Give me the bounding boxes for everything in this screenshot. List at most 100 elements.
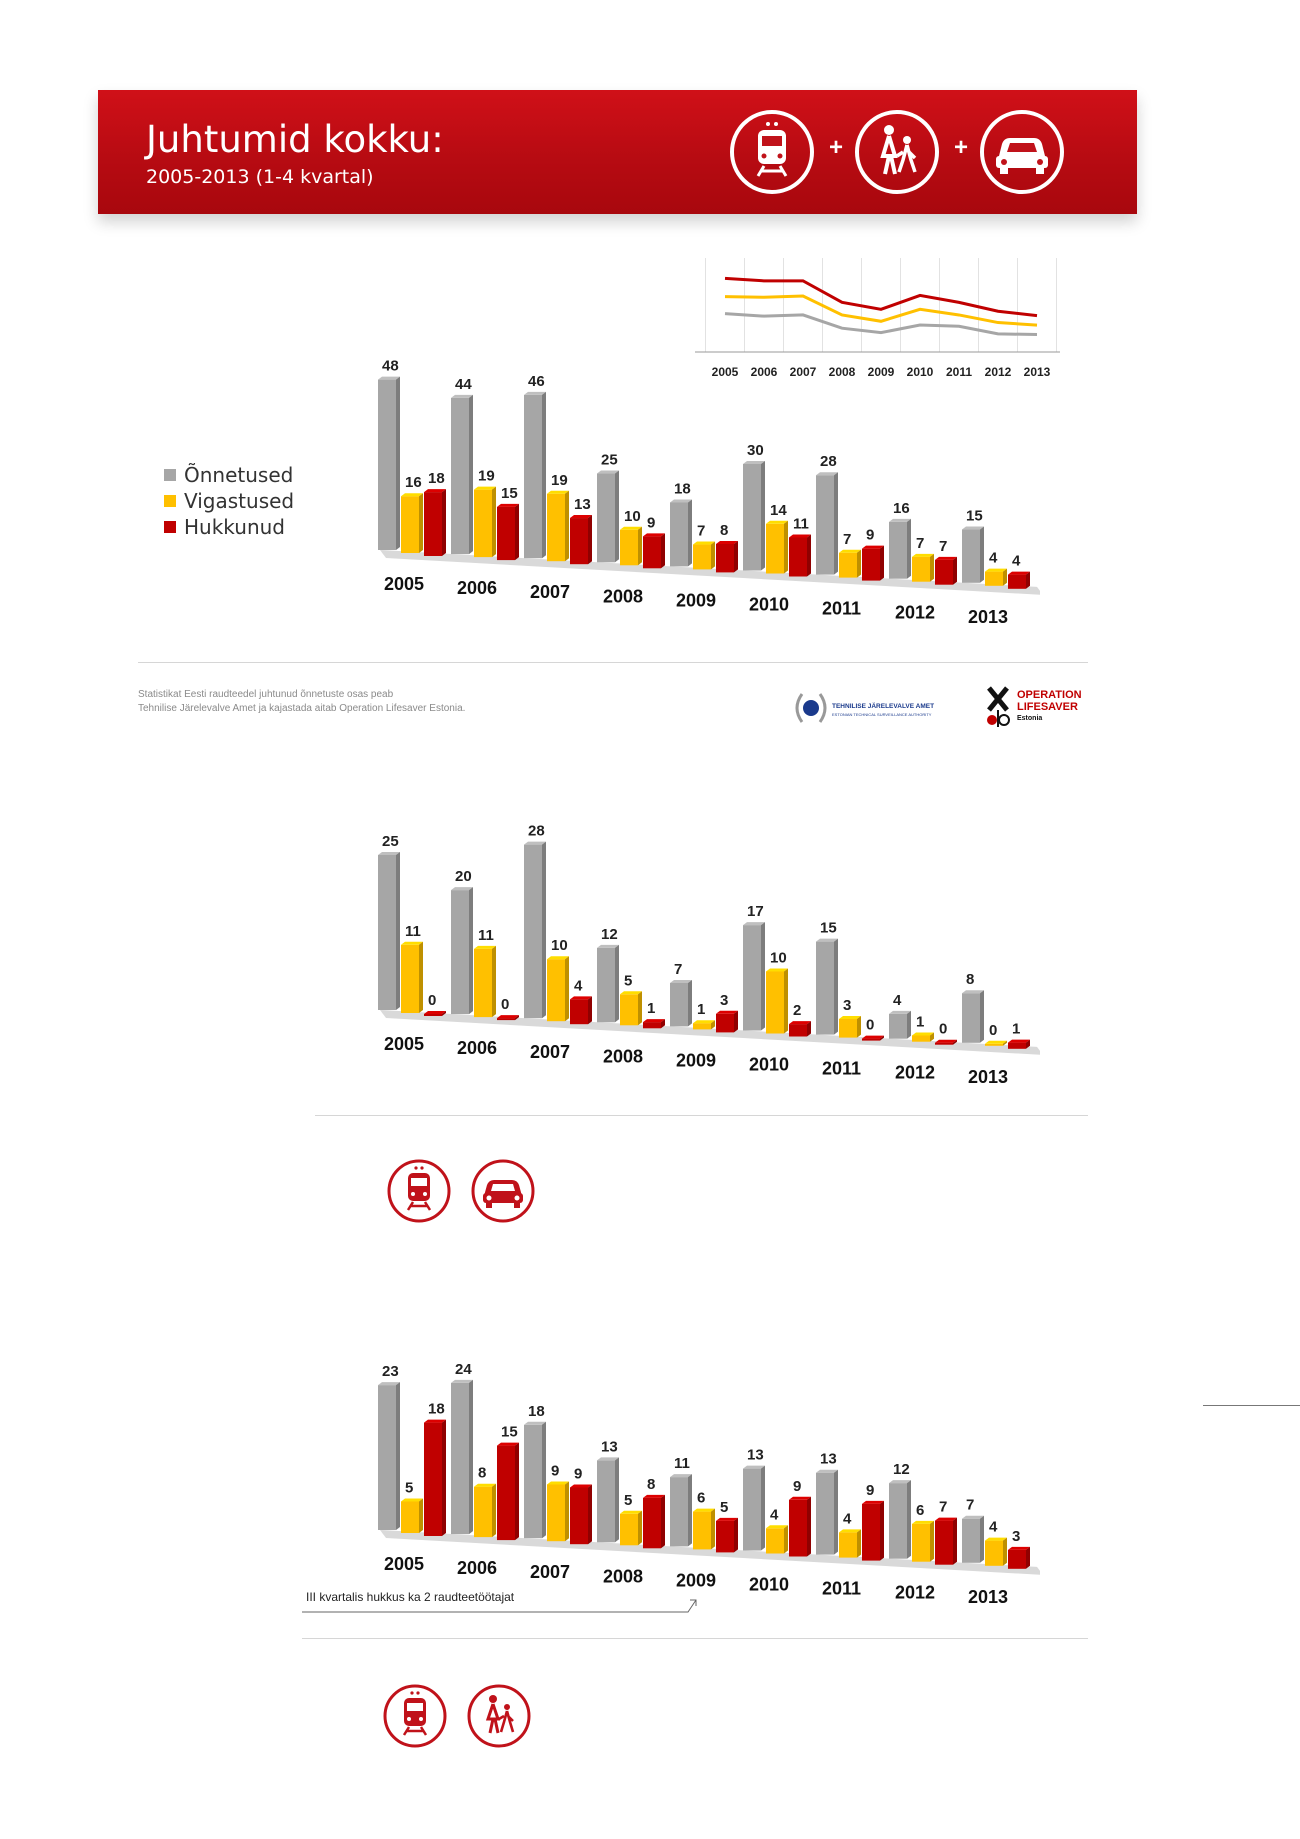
bar-onnetused [889,521,907,579]
bar-top [570,515,592,519]
year-label: 2008 [603,586,643,606]
annotation-arrow [302,1599,697,1613]
bar-value-label: 28 [528,823,545,840]
trend-line-vigastused [724,294,1038,327]
bar-top [816,1469,838,1473]
bar-value-label: 5 [624,1492,632,1509]
bar-hukkunud [789,1499,807,1557]
plus-sign: + [954,134,969,161]
bar-side [953,556,957,585]
bar-vigastused [912,1523,930,1562]
bar-side [930,1520,934,1562]
bar-side [515,503,519,561]
bar-side [615,944,619,1023]
bar-hukkunud [935,1042,953,1045]
bar-vigastused [474,489,492,558]
bar-side [396,1382,400,1530]
bar-vigastused [985,1540,1003,1566]
year-label: 2011 [822,1579,861,1599]
bar-top [643,533,665,537]
bar-top [889,1010,911,1014]
bar-side [688,1474,692,1547]
bar-top [816,938,838,942]
bar-side [542,391,546,559]
bar-vigastused [839,1532,857,1558]
bar-vigastused [620,1513,638,1546]
bar-side [930,1032,934,1042]
bar-vigastused [985,1043,1003,1046]
bar-vigastused [401,944,419,1013]
bar-top [643,1494,665,1498]
bar-vigastused [620,529,638,566]
bar-top [620,991,642,995]
legend-item: Õnnetused [164,462,294,488]
legend-swatch-yellow [164,495,176,507]
bar-side [907,1010,911,1039]
bar-vigastused [547,493,565,562]
bar-top [912,1520,934,1524]
bar-top [789,534,811,538]
bar-hukkunud [424,1422,442,1536]
year-label: 2011 [822,599,861,619]
car-icon [471,1159,535,1223]
bar-side [492,945,496,1018]
bar-onnetused [378,379,396,550]
year-label: 2013 [968,1067,1008,1087]
bar-value-label: 7 [843,531,851,548]
bar-value-label: 3 [1012,1528,1020,1545]
year-label: 2005 [384,1554,424,1574]
bar-onnetused [451,1382,469,1535]
trend-line-onnetused [724,312,1038,337]
bar-value-label: 4 [770,1506,779,1523]
bar-hukkunud [716,544,734,573]
year-label: 2009 [676,1050,716,1070]
bar-top [401,941,423,945]
bar-side [857,1529,861,1558]
bar-side [492,1483,496,1538]
bar-onnetused [451,890,469,1015]
bar-value-label: 4 [1012,553,1021,570]
tick-label: 2012 [985,365,1012,379]
bar-top [620,526,642,530]
bar-hukkunud [424,1014,442,1016]
bar-top [451,394,473,398]
bar-value-label: 0 [866,1017,874,1034]
bar-top [766,520,788,524]
bar-side [588,515,592,565]
bar-side [469,394,473,555]
bar-value-label: 3 [720,992,728,1009]
bar-value-label: 5 [720,1499,728,1516]
bar-value-label: 1 [647,1000,655,1017]
tick-label: 2005 [712,365,739,379]
bar-vigastused [766,971,784,1034]
bar-value-label: 15 [501,485,518,502]
bar-side [734,1517,738,1553]
bar-hukkunud [570,518,588,565]
bar-top [912,1032,934,1036]
bar-side [419,1498,423,1533]
bar-top [716,1517,738,1521]
bar-top [693,1020,715,1024]
bar-vigastused [693,1023,711,1030]
bar-side [880,545,884,581]
bar-onnetused [743,925,761,1031]
bar-top [524,1421,546,1425]
year-label: 2010 [749,595,789,615]
bar-onnetused [670,983,688,1027]
divider [302,1638,1088,1639]
bar-onnetused [597,473,615,563]
bar-side [588,1484,592,1545]
bar-side [734,1010,738,1033]
bar-value-label: 11 [674,1455,690,1472]
bar-top [839,549,861,553]
year-label: 2009 [676,590,716,610]
bar-top [716,541,738,544]
bar-value-label: 30 [747,442,764,459]
bar-value-label: 7 [939,538,947,555]
bar-hukkunud [424,492,442,556]
bar-value-label: 13 [820,1451,837,1468]
bar-side [761,922,765,1031]
pedestrians-icon [855,110,939,194]
bar-hukkunud [643,1022,661,1029]
bar-onnetused [378,1385,396,1530]
